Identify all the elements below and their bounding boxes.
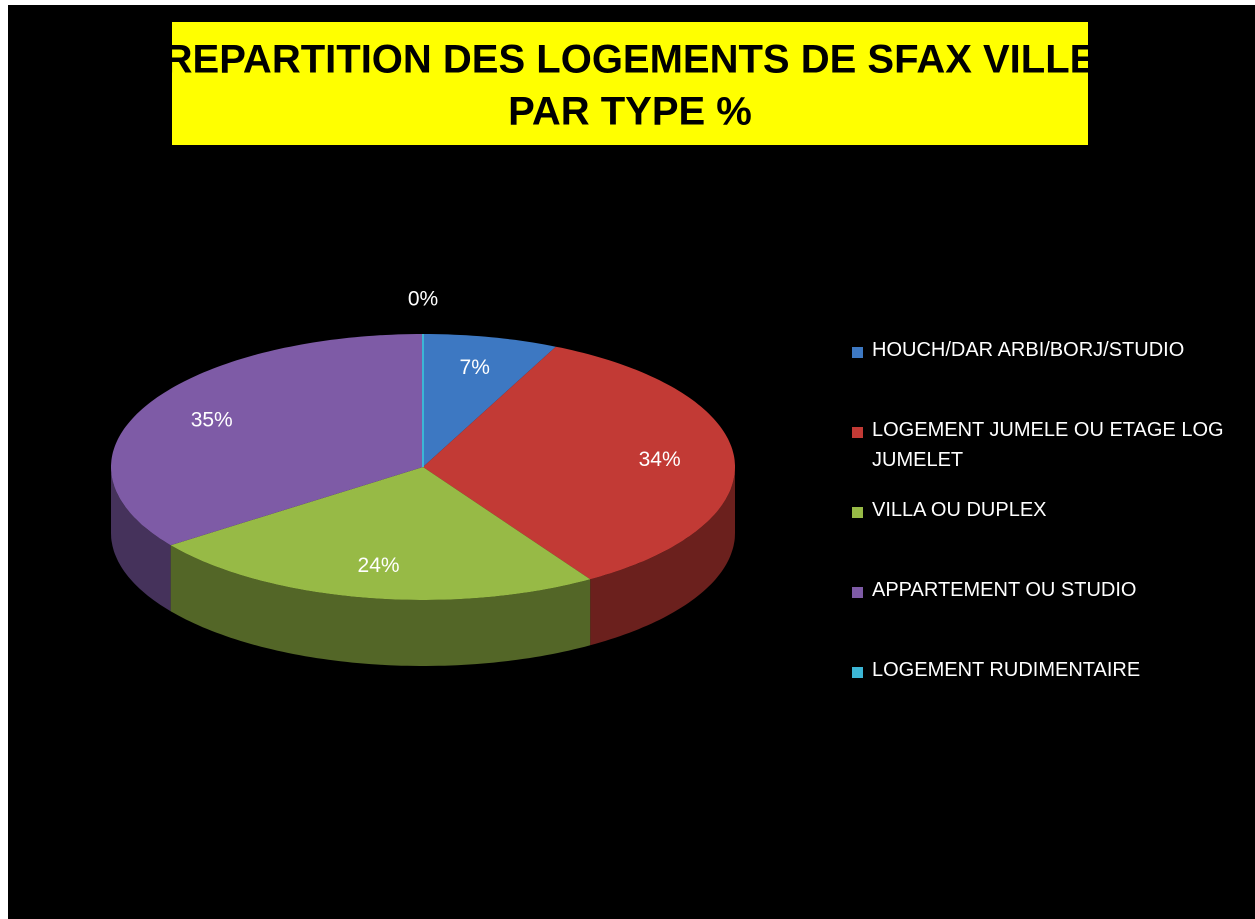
legend-swatch [852, 667, 863, 678]
pie-slice-side [590, 467, 735, 646]
data-label: 35% [191, 409, 233, 432]
legend-item: LOGEMENT RUDIMENTAIRE [852, 659, 1242, 740]
title-box [172, 22, 1088, 145]
pie-sides [111, 467, 735, 666]
legend-label: APPARTEMENT OU STUDIO [872, 579, 1137, 601]
pie-tops [111, 334, 735, 600]
pie-slice [170, 467, 591, 600]
data-label: 34% [639, 448, 681, 471]
data-label: 7% [460, 356, 490, 379]
pie-slice [423, 346, 735, 580]
pie-slice-side [170, 545, 591, 666]
legend-label: VILLA OU DUPLEX [872, 499, 1047, 521]
legend-label: LOGEMENT RUDIMENTAIRE [872, 659, 1141, 681]
legend-item: APPARTEMENT OU STUDIO [852, 579, 1242, 660]
legend-swatch [852, 427, 863, 438]
legend-swatch [852, 587, 863, 598]
chart-title: PAR TYPE % [508, 90, 752, 134]
chart-title: REPARTITION DES LOGEMENTS DE SFAX VILLE [164, 38, 1097, 82]
legend-label: HOUCH/DAR ARBI/BORJ/STUDIO [872, 339, 1185, 361]
data-label: 24% [358, 554, 400, 577]
pie-slice [111, 334, 423, 546]
legend-item: LOGEMENT JUMELE OU ETAGE LOG JUMELET [852, 419, 1242, 500]
legend-item: HOUCH/DAR ARBI/BORJ/STUDIO [852, 339, 1242, 420]
legend-item: VILLA OU DUPLEX [852, 499, 1242, 580]
legend-swatch [852, 507, 863, 518]
legend-swatch [852, 347, 863, 358]
pie-slice [423, 334, 556, 467]
legend: HOUCH/DAR ARBI/BORJ/STUDIO LOGEMENT JUMEL… [852, 339, 1242, 740]
pie-slice-side [111, 467, 171, 612]
data-label: 0% [408, 288, 438, 311]
legend-label: LOGEMENT JUMELE OU ETAGE LOG JUMELET [872, 419, 1224, 471]
